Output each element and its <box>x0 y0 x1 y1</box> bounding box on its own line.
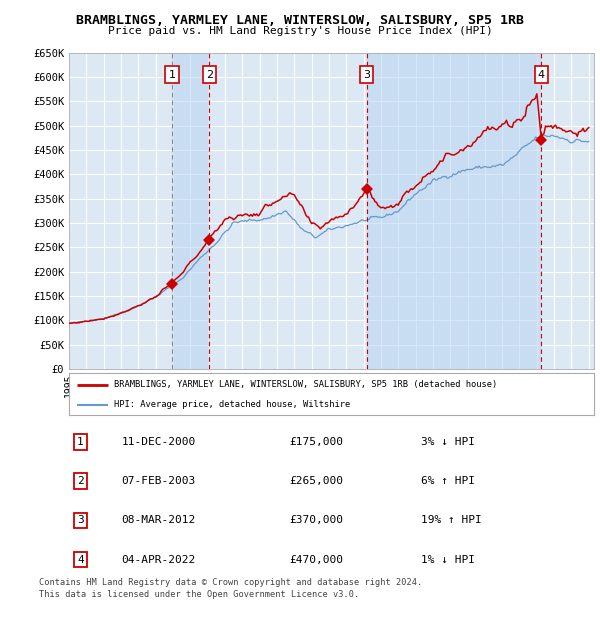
Text: 2: 2 <box>206 69 213 79</box>
Text: 3: 3 <box>364 69 370 79</box>
Text: 2: 2 <box>77 476 84 486</box>
Text: 1% ↓ HPI: 1% ↓ HPI <box>421 555 475 565</box>
Text: Contains HM Land Registry data © Crown copyright and database right 2024.: Contains HM Land Registry data © Crown c… <box>39 578 422 587</box>
Text: 4: 4 <box>538 69 545 79</box>
Bar <box>172 53 209 369</box>
Text: BRAMBLINGS, YARMLEY LANE, WINTERSLOW, SALISBURY, SP5 1RB: BRAMBLINGS, YARMLEY LANE, WINTERSLOW, SA… <box>76 14 524 27</box>
Text: £175,000: £175,000 <box>290 437 343 447</box>
Text: 08-MAR-2012: 08-MAR-2012 <box>121 515 196 526</box>
Text: 4: 4 <box>77 555 84 565</box>
Text: 04-APR-2022: 04-APR-2022 <box>121 555 196 565</box>
Text: This data is licensed under the Open Government Licence v3.0.: This data is licensed under the Open Gov… <box>39 590 359 600</box>
Text: BRAMBLINGS, YARMLEY LANE, WINTERSLOW, SALISBURY, SP5 1RB (detached house): BRAMBLINGS, YARMLEY LANE, WINTERSLOW, SA… <box>113 380 497 389</box>
Text: £265,000: £265,000 <box>290 476 343 486</box>
Text: 19% ↑ HPI: 19% ↑ HPI <box>421 515 482 526</box>
Text: 3: 3 <box>77 515 84 526</box>
Text: £370,000: £370,000 <box>290 515 343 526</box>
Text: Price paid vs. HM Land Registry's House Price Index (HPI): Price paid vs. HM Land Registry's House … <box>107 26 493 36</box>
Text: 1: 1 <box>77 437 84 447</box>
Text: 3% ↓ HPI: 3% ↓ HPI <box>421 437 475 447</box>
Text: 07-FEB-2003: 07-FEB-2003 <box>121 476 196 486</box>
Text: 1: 1 <box>169 69 175 79</box>
Bar <box>367 53 541 369</box>
Text: 11-DEC-2000: 11-DEC-2000 <box>121 437 196 447</box>
Text: HPI: Average price, detached house, Wiltshire: HPI: Average price, detached house, Wilt… <box>113 401 350 409</box>
Text: £470,000: £470,000 <box>290 555 343 565</box>
Text: 6% ↑ HPI: 6% ↑ HPI <box>421 476 475 486</box>
